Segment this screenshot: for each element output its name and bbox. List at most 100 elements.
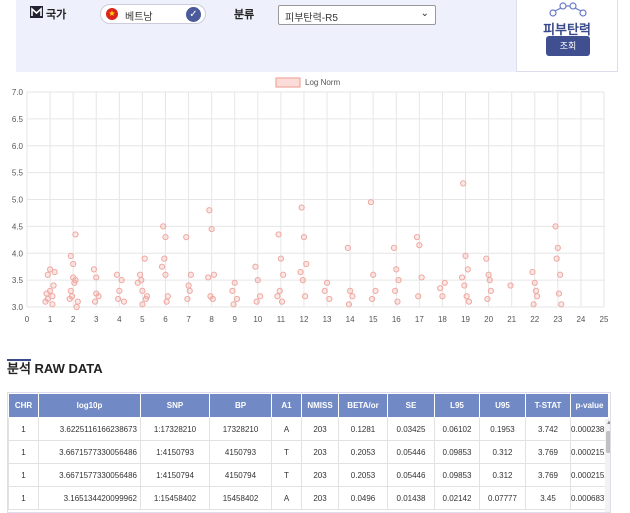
x-tick-label: 14 <box>346 315 355 324</box>
data-point <box>298 204 305 211</box>
x-tick-label: 21 <box>507 315 516 324</box>
y-tick-label: 7.0 <box>12 88 24 97</box>
col-header[interactable]: L95 <box>434 393 480 418</box>
search-button[interactable]: 조회 <box>546 36 590 56</box>
data-point <box>390 244 398 251</box>
col-header[interactable]: BP <box>209 393 272 418</box>
table-row[interactable]: 1 3.6671577330056486 1:4150793 4150793 T… <box>8 440 609 464</box>
table-scrollbar[interactable]: ▲ <box>605 419 610 512</box>
data-point <box>205 274 212 281</box>
y-tick-label: 6.5 <box>12 115 24 124</box>
col-header[interactable]: SE <box>387 393 435 418</box>
data-point <box>458 274 466 281</box>
category-select[interactable]: 피부탄력-R5 ⌄ <box>278 5 436 25</box>
table-cell: 203 <box>301 486 339 510</box>
data-point <box>95 293 102 300</box>
table-row[interactable]: 1 3.6225116166238673 1:17328210 17328210… <box>8 417 609 441</box>
data-point <box>44 271 51 278</box>
col-header[interactable]: NMISS <box>301 393 339 418</box>
col-header[interactable]: T-STAT <box>525 393 571 418</box>
data-point <box>72 231 79 238</box>
country-icon <box>30 6 43 18</box>
x-tick-label: 10 <box>253 315 262 324</box>
data-point <box>208 225 215 233</box>
data-point <box>253 298 260 305</box>
table-cell: 0.0006837 <box>570 486 609 510</box>
data-point <box>46 266 54 273</box>
data-point <box>303 260 310 268</box>
y-tick-label: 5.5 <box>12 169 24 178</box>
table-cell: 0.0496 <box>338 486 388 510</box>
data-point <box>486 277 493 284</box>
data-point <box>533 293 541 300</box>
data-point <box>395 277 402 284</box>
table-cell: 1:15458402 <box>140 486 210 510</box>
data-point <box>71 279 78 286</box>
col-header[interactable]: p-value <box>570 393 609 418</box>
data-point <box>164 293 171 300</box>
data-point <box>463 293 470 300</box>
col-header[interactable]: U95 <box>479 393 526 418</box>
x-tick-label: 25 <box>600 315 609 324</box>
data-point <box>370 271 377 278</box>
data-point <box>530 301 537 308</box>
data-point <box>555 290 563 297</box>
y-tick-label: 5.0 <box>12 196 24 205</box>
data-point <box>557 271 564 278</box>
table-cell: 3.742 <box>525 417 571 441</box>
country-select[interactable]: ★ 베트남 ✓ <box>100 4 206 24</box>
data-point <box>67 252 74 260</box>
data-point <box>162 234 169 241</box>
trait-title: 피부탄력 <box>543 22 591 37</box>
raw-data-table-wrap: CHR log10p SNP BP A1 NMISS BETA/or SE L9… <box>7 392 611 513</box>
table-cell: 0.2053 <box>338 440 388 464</box>
country-label: 국가 <box>46 9 67 21</box>
data-point <box>139 287 146 294</box>
y-tick-label: 3.0 <box>12 303 24 312</box>
data-point <box>91 298 99 305</box>
legend-label: Log Norm <box>305 78 340 87</box>
scrollbar-thumb[interactable] <box>606 431 610 453</box>
legend-swatch <box>275 77 301 88</box>
data-point <box>323 279 331 286</box>
data-point <box>558 301 565 308</box>
table-row[interactable]: 1 3.165134420099962 1:15458402 15458402 … <box>8 486 609 510</box>
col-header[interactable]: CHR <box>8 393 39 418</box>
table-cell: 0.0002385 <box>570 417 609 441</box>
y-tick-label: 6.0 <box>12 142 24 151</box>
col-header[interactable]: BETA/or <box>338 393 388 418</box>
scroll-up-icon[interactable]: ▲ <box>606 420 610 426</box>
data-point <box>278 298 286 305</box>
table-cell: 4150794 <box>209 463 272 487</box>
col-header[interactable]: SNP <box>140 393 210 418</box>
table-cell: 3.769 <box>525 440 571 464</box>
filter-bar: 국가 ★ 베트남 ✓ 분류 피부탄력-R5 ⌄ <box>16 0 516 72</box>
col-header[interactable]: A1 <box>271 393 302 418</box>
col-header[interactable]: log10p <box>38 393 141 418</box>
data-point <box>139 301 146 308</box>
data-point <box>415 293 422 300</box>
x-tick-label: 6 <box>163 315 168 324</box>
x-tick-label: 20 <box>484 315 493 324</box>
x-tick-label: 9 <box>232 315 237 324</box>
data-point <box>441 279 448 286</box>
data-point <box>74 298 81 305</box>
data-point <box>552 223 559 230</box>
data-point <box>464 266 471 273</box>
data-point <box>254 277 261 284</box>
check-icon[interactable]: ✓ <box>186 7 201 22</box>
data-point <box>158 263 166 270</box>
data-point <box>321 287 328 294</box>
data-point <box>529 268 536 276</box>
data-point <box>66 295 73 303</box>
data-point <box>416 242 423 249</box>
table-cell: 1:17328210 <box>140 417 210 441</box>
data-point <box>465 298 473 305</box>
x-tick-label: 16 <box>392 315 401 324</box>
x-tick-label: 8 <box>209 315 214 324</box>
x-tick-label: 4 <box>117 315 122 324</box>
data-point <box>209 295 216 303</box>
data-point <box>280 271 287 278</box>
table-row[interactable]: 1 3.6671577330056486 1:4150794 4150794 T… <box>8 463 609 487</box>
x-tick-label: 23 <box>553 315 562 324</box>
